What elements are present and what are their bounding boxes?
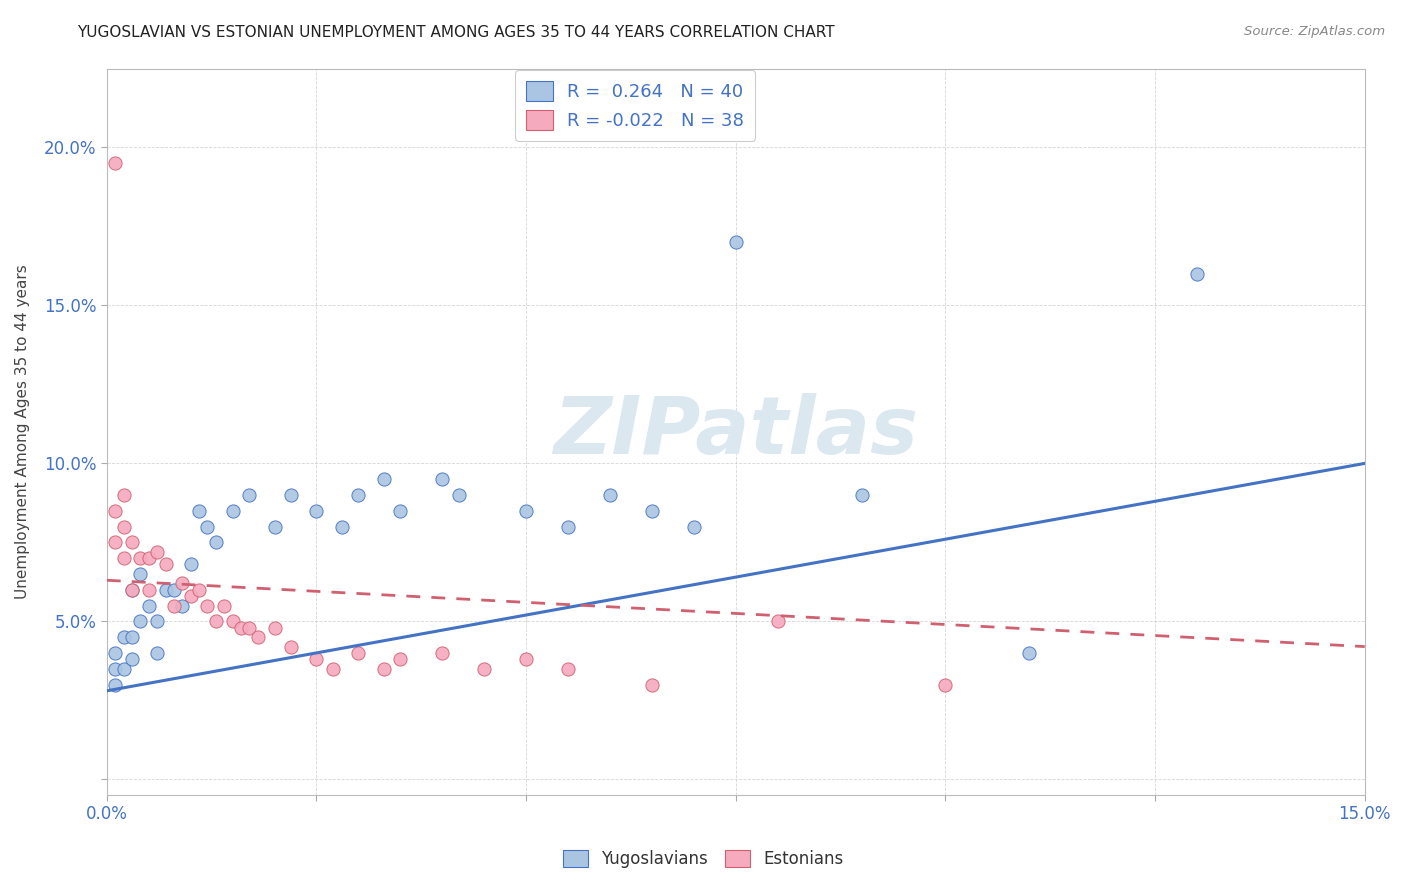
Legend: Yugoslavians, Estonians: Yugoslavians, Estonians bbox=[557, 843, 849, 875]
Point bbox=[347, 488, 370, 502]
Point bbox=[104, 646, 127, 660]
Point bbox=[104, 504, 127, 518]
Point bbox=[1185, 267, 1208, 281]
Point bbox=[682, 519, 704, 533]
Point bbox=[197, 599, 219, 613]
Point bbox=[229, 621, 252, 635]
Point bbox=[146, 646, 169, 660]
Point bbox=[129, 551, 152, 566]
Point bbox=[724, 235, 747, 250]
Point bbox=[305, 504, 328, 518]
Point bbox=[112, 488, 135, 502]
Point bbox=[373, 662, 395, 676]
Point bbox=[373, 472, 395, 486]
Point bbox=[129, 615, 152, 629]
Point bbox=[112, 519, 135, 533]
Point bbox=[389, 652, 412, 666]
Point bbox=[104, 662, 127, 676]
Point bbox=[112, 662, 135, 676]
Point bbox=[557, 662, 579, 676]
Point bbox=[212, 599, 235, 613]
Point bbox=[146, 545, 169, 559]
Point bbox=[238, 621, 260, 635]
Point bbox=[163, 582, 186, 597]
Point bbox=[112, 551, 135, 566]
Point bbox=[1018, 646, 1040, 660]
Point bbox=[322, 662, 344, 676]
Point bbox=[121, 582, 143, 597]
Point bbox=[188, 582, 211, 597]
Point bbox=[129, 566, 152, 581]
Point bbox=[766, 615, 789, 629]
Point bbox=[121, 652, 143, 666]
Point bbox=[197, 519, 219, 533]
Point bbox=[155, 582, 177, 597]
Point bbox=[263, 621, 285, 635]
Point bbox=[305, 652, 328, 666]
Point bbox=[155, 558, 177, 572]
Point bbox=[263, 519, 285, 533]
Point bbox=[246, 630, 269, 644]
Point bbox=[515, 652, 537, 666]
Point bbox=[557, 519, 579, 533]
Point bbox=[851, 488, 873, 502]
Point bbox=[180, 558, 202, 572]
Point bbox=[280, 640, 302, 654]
Point bbox=[641, 504, 664, 518]
Point bbox=[432, 472, 454, 486]
Point bbox=[934, 677, 956, 691]
Point bbox=[121, 630, 143, 644]
Point bbox=[347, 646, 370, 660]
Point bbox=[641, 677, 664, 691]
Point bbox=[330, 519, 353, 533]
Point bbox=[104, 677, 127, 691]
Point bbox=[163, 599, 186, 613]
Point bbox=[238, 488, 260, 502]
Text: ZIPatlas: ZIPatlas bbox=[554, 392, 918, 471]
Text: YUGOSLAVIAN VS ESTONIAN UNEMPLOYMENT AMONG AGES 35 TO 44 YEARS CORRELATION CHART: YUGOSLAVIAN VS ESTONIAN UNEMPLOYMENT AMO… bbox=[77, 25, 835, 40]
Point bbox=[138, 582, 160, 597]
Point bbox=[121, 535, 143, 549]
Point bbox=[104, 156, 127, 170]
Point bbox=[121, 582, 143, 597]
Point bbox=[146, 615, 169, 629]
Point bbox=[599, 488, 621, 502]
Point bbox=[172, 576, 194, 591]
Point bbox=[515, 504, 537, 518]
Point bbox=[447, 488, 470, 502]
Point bbox=[180, 589, 202, 603]
Point bbox=[188, 504, 211, 518]
Point bbox=[389, 504, 412, 518]
Point bbox=[138, 551, 160, 566]
Point bbox=[205, 615, 228, 629]
Point bbox=[221, 504, 243, 518]
Point bbox=[432, 646, 454, 660]
Text: Source: ZipAtlas.com: Source: ZipAtlas.com bbox=[1244, 25, 1385, 38]
Point bbox=[221, 615, 243, 629]
Point bbox=[138, 599, 160, 613]
Legend: R =  0.264   N = 40, R = -0.022   N = 38: R = 0.264 N = 40, R = -0.022 N = 38 bbox=[515, 70, 755, 141]
Point bbox=[172, 599, 194, 613]
Point bbox=[104, 535, 127, 549]
Point bbox=[472, 662, 495, 676]
Point bbox=[205, 535, 228, 549]
Point bbox=[280, 488, 302, 502]
Y-axis label: Unemployment Among Ages 35 to 44 years: Unemployment Among Ages 35 to 44 years bbox=[15, 264, 30, 599]
Point bbox=[112, 630, 135, 644]
